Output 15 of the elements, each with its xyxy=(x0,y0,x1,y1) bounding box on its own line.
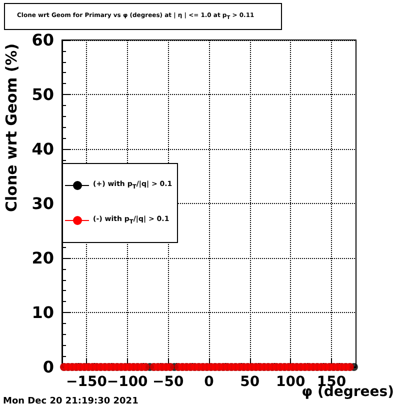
x-tick-label: 0 xyxy=(204,374,214,390)
x-tick-label: −150 xyxy=(66,374,108,390)
text: Mon Dec 20 21:19:30 2021 xyxy=(3,396,138,406)
y-tick-label: 10 xyxy=(32,303,54,322)
y-tick-label: 0 xyxy=(42,358,54,376)
x-tick-label: −50 xyxy=(152,374,184,390)
y-axis-title: Clone wrt Geom (%) xyxy=(2,43,20,212)
x-tick-label: 50 xyxy=(240,374,260,390)
y-tick-label: 20 xyxy=(32,248,54,268)
x-tick-label: 100 xyxy=(276,374,306,390)
y-tick-label: 30 xyxy=(32,194,54,213)
x-tick-label: −100 xyxy=(106,374,148,390)
y-tick-label: 60 xyxy=(32,30,54,50)
y-tick-label: 40 xyxy=(32,140,54,158)
y-tick-label: 50 xyxy=(32,85,54,104)
